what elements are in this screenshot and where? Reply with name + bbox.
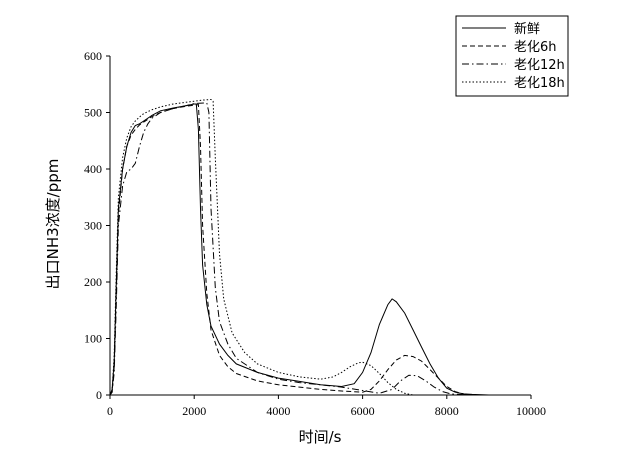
y-tick-label: 0: [96, 388, 102, 402]
y-axis-title: 出口NH3浓度/ppm: [44, 159, 62, 290]
legend-label: 新鲜: [514, 21, 540, 37]
legend-label: 老化18h: [514, 76, 565, 91]
y-tick-label: 300: [84, 219, 102, 233]
legend-label: 老化6h: [514, 40, 557, 55]
x-tick-label: 8000: [435, 404, 459, 418]
x-tick-label: 0: [107, 404, 113, 418]
y-tick-label: 200: [84, 275, 102, 289]
y-tick-label: 500: [84, 106, 102, 120]
y-axis-ticks: 0 100 200 300 400 500 600: [84, 49, 110, 402]
x-tick-label: 10000: [516, 404, 546, 418]
x-axis-ticks: 0 2000 4000 6000 8000 10000: [107, 395, 546, 418]
x-tick-label: 4000: [266, 404, 290, 418]
y-tick-label: 400: [84, 162, 102, 176]
y-tick-label: 100: [84, 332, 102, 346]
series-line-2: [109, 104, 473, 396]
x-tick-label: 2000: [182, 404, 206, 418]
x-axis-title: 时间/s: [299, 428, 342, 446]
legend-box: [455, 15, 569, 97]
y-tick-label: 600: [84, 49, 102, 63]
series-line-3: [109, 102, 473, 396]
x-tick-label: 6000: [351, 404, 375, 418]
series-line-1: [109, 103, 489, 396]
plot-area: [109, 56, 531, 396]
legend-label: 老化12h: [514, 58, 565, 73]
series-line-4: [109, 98, 414, 396]
